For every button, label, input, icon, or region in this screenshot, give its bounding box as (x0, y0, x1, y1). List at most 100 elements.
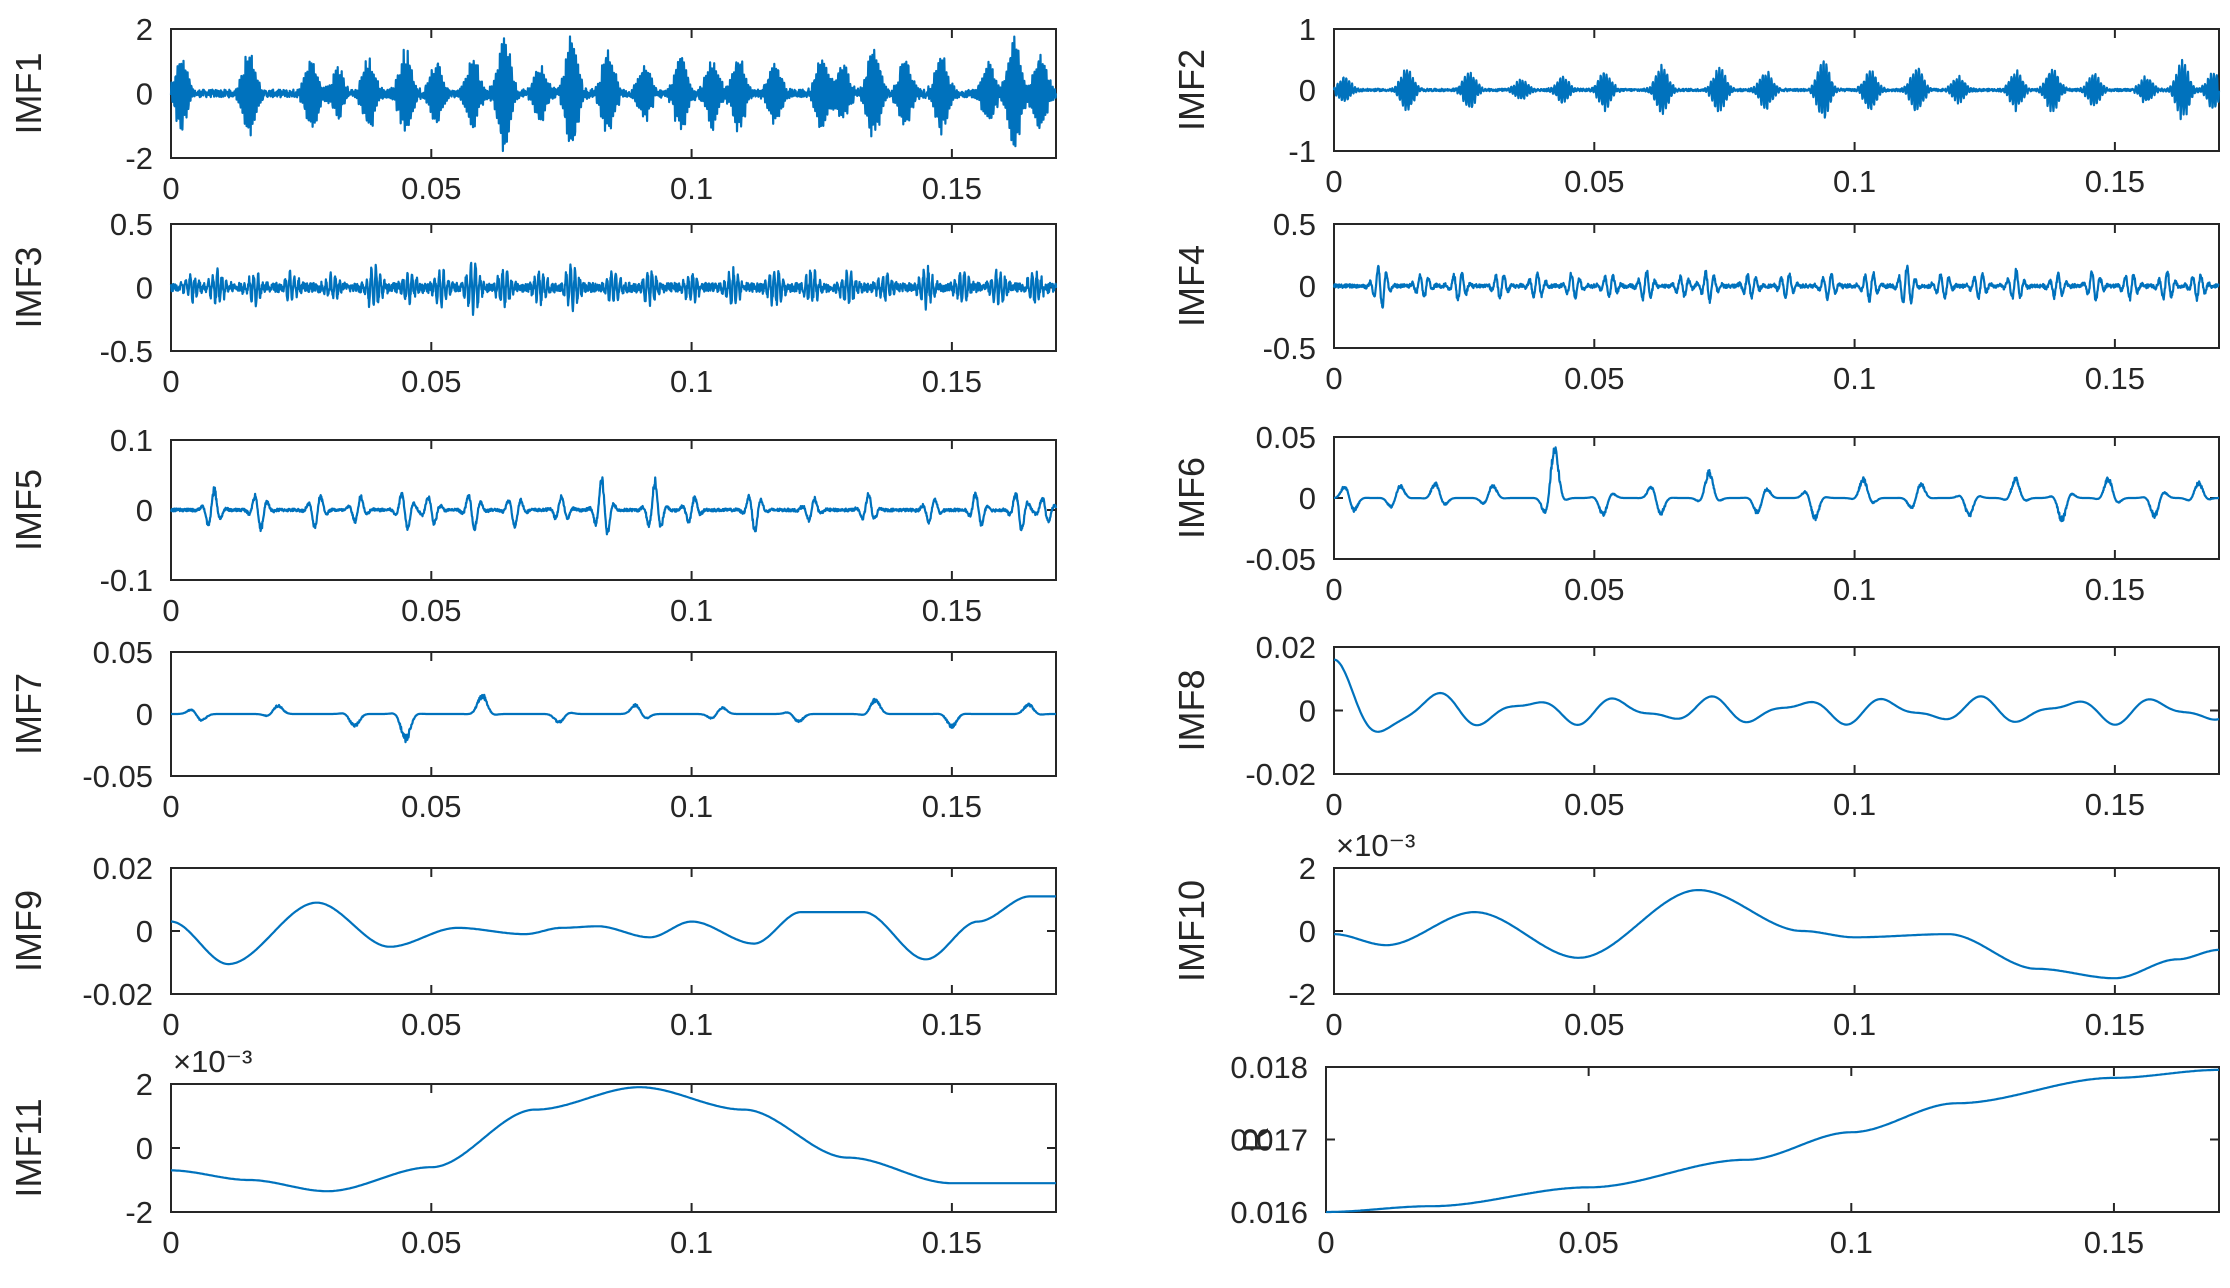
x-tick-label: 0.05 (401, 171, 461, 206)
y-tick-label: 0.05 (1256, 420, 1316, 455)
x-tick-label: 0.1 (1833, 572, 1876, 607)
y-axis-label: IMF7 (8, 673, 49, 755)
x-tick-label: 0.1 (1833, 787, 1876, 822)
y-tick-label: 0.018 (1230, 1050, 1308, 1085)
y-tick-label: 0 (1299, 73, 1316, 108)
y-exponent-label: ×10⁻³ (173, 1044, 252, 1079)
subplot-imf5: 0 0.05 0.1 0.15 -0.1 0 0.1 IMF5 (8, 423, 1058, 628)
y-tick-label: 0.5 (1273, 207, 1316, 242)
subplot-imf9: 0 0.05 0.1 0.15 -0.02 0 0.02 IMF9 (8, 851, 1057, 1042)
subplot-imf7: 0 0.05 0.1 0.15 -0.05 0 0.05 IMF7 (8, 635, 1057, 824)
x-tick-label: 0.05 (1564, 1007, 1624, 1042)
y-tick-label: -1 (1288, 134, 1316, 169)
x-tick-label: 0.05 (1564, 164, 1624, 199)
y-tick-label: 0.02 (93, 851, 153, 886)
x-tick-label: 0 (162, 364, 179, 399)
y-tick-label: 0.02 (1256, 630, 1316, 665)
signal-line-imf8 (1333, 658, 2220, 733)
x-tick-label: 0 (162, 789, 179, 824)
y-tick-label: 0 (1299, 694, 1316, 729)
y-tick-label: 0 (136, 77, 153, 112)
y-tick-label: 0 (1299, 269, 1316, 304)
y-tick-label: 0.1 (110, 423, 153, 458)
y-tick-label: 0 (136, 1131, 153, 1166)
y-axis-label: IMF6 (1171, 457, 1212, 539)
y-axis-label: IMF10 (1171, 880, 1212, 982)
y-exponent-label: ×10⁻³ (1336, 828, 1415, 863)
subplot-imf3: 0 0.05 0.1 0.15 -0.5 0 0.5 IMF3 (8, 207, 1058, 399)
x-tick-label: 0 (162, 1007, 179, 1042)
x-tick-label: 0.1 (1833, 164, 1876, 199)
signal-line-imf11 (171, 1086, 1056, 1193)
signal-line-imf9 (170, 895, 1056, 966)
y-tick-label: -0.05 (1245, 542, 1316, 577)
y-tick-label: 0.017 (1230, 1123, 1308, 1158)
x-tick-label: 0.15 (922, 593, 982, 628)
x-tick-label: 0.15 (2085, 787, 2145, 822)
y-tick-label: 2 (136, 12, 153, 47)
x-tick-label: 0.1 (670, 364, 713, 399)
x-tick-label: 0.15 (922, 171, 982, 206)
x-tick-label: 0 (1325, 1007, 1342, 1042)
y-tick-label: 0 (1299, 914, 1316, 949)
subplot-imf10: 0 0.05 0.1 0.15 -2 0 2 ×10⁻³ IMF10 (1171, 828, 2220, 1042)
y-tick-label: -0.02 (1245, 757, 1316, 792)
y-tick-label: 0 (136, 914, 153, 949)
x-tick-label: 0.15 (922, 1225, 982, 1260)
y-tick-label: 0.5 (110, 207, 153, 242)
x-tick-label: 0.05 (401, 1007, 461, 1042)
x-tick-label: 0.05 (1558, 1225, 1618, 1260)
y-tick-label: 2 (136, 1067, 153, 1102)
y-axis-label: IMF5 (8, 469, 49, 551)
y-axis-label: IMF11 (8, 1098, 49, 1197)
y-tick-label: 0.016 (1230, 1195, 1308, 1230)
x-tick-label: 0 (162, 171, 179, 206)
x-tick-label: 0 (162, 593, 179, 628)
plot-area (170, 1083, 1057, 1213)
x-tick-label: 0 (1325, 361, 1342, 396)
y-tick-label: 2 (1299, 851, 1316, 886)
y-axis-label: IMF9 (8, 890, 49, 972)
x-tick-label: 0.1 (1833, 361, 1876, 396)
y-tick-label: 1 (1299, 12, 1316, 47)
y-axis-label: R (1235, 1127, 1276, 1153)
x-tick-label: 0.05 (401, 1225, 461, 1260)
y-axis-label: IMF4 (1171, 245, 1212, 327)
y-axis-label: IMF2 (1171, 49, 1212, 131)
signal-line-imf7 (170, 693, 1057, 744)
signal-line-imf4 (1332, 264, 2220, 309)
y-tick-label: -0.02 (82, 977, 153, 1012)
plot-area (1325, 1066, 2220, 1213)
x-tick-label: 0 (162, 1225, 179, 1260)
signal-line-imf10 (1333, 889, 2219, 980)
signal-line-imf5 (169, 476, 1058, 536)
x-tick-label: 0.15 (2085, 1007, 2145, 1042)
subplot-imf11: 0 0.05 0.1 0.15 -2 0 2 ×10⁻³ IMF11 (8, 1044, 1057, 1260)
subplot-imf6: 0 0.05 0.1 0.15 -0.05 0 0.05 IMF6 (1171, 420, 2220, 607)
x-tick-label: 0.1 (670, 789, 713, 824)
signal-line-imf2 (1332, 58, 2221, 121)
plot-area (170, 867, 1057, 995)
x-tick-label: 0.15 (2085, 361, 2145, 396)
subplot-imf4: 0 0.05 0.1 0.15 -0.5 0 0.5 IMF4 (1171, 207, 2220, 396)
x-tick-label: 0 (1325, 787, 1342, 822)
x-tick-label: 0.1 (1833, 1007, 1876, 1042)
x-tick-label: 0.1 (1830, 1225, 1873, 1260)
y-tick-label: -2 (125, 1195, 153, 1230)
y-tick-label: 0 (136, 493, 153, 528)
x-tick-label: 0 (1325, 164, 1342, 199)
y-tick-label: -0.1 (100, 563, 153, 598)
signal-line-imf3 (169, 261, 1058, 316)
subplot-imf2: 0 0.05 0.1 0.15 -1 0 1 IMF2 (1171, 12, 2221, 199)
x-tick-label: 0.15 (922, 789, 982, 824)
x-tick-label: 0.05 (401, 364, 461, 399)
x-tick-label: 0.1 (670, 1007, 713, 1042)
x-tick-label: 0.05 (401, 593, 461, 628)
y-axis-label: IMF8 (1171, 669, 1212, 751)
x-tick-label: 0 (1325, 572, 1342, 607)
plot-area (1333, 646, 2220, 775)
y-axis-label: IMF3 (8, 246, 49, 328)
y-tick-label: 0 (136, 271, 153, 306)
x-tick-label: 0.15 (2084, 1225, 2144, 1260)
subplot-residual: 0 0.05 0.1 0.15 0.016 0.017 0.018 R (1230, 1050, 2220, 1260)
